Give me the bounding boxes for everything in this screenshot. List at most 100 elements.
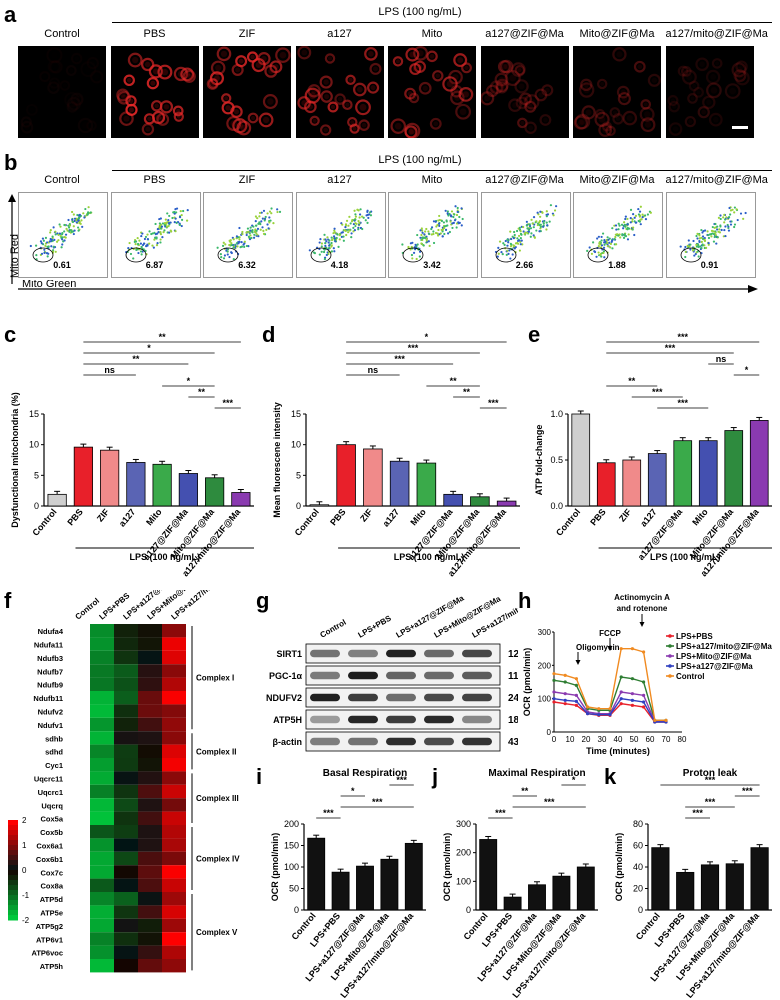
flow-event bbox=[497, 252, 500, 255]
flow-event bbox=[79, 222, 82, 225]
y-axis-label: ATP fold-change bbox=[534, 425, 544, 496]
flow-event bbox=[410, 253, 414, 257]
cell-mark bbox=[275, 47, 291, 63]
complex-label: Complex V bbox=[196, 928, 238, 937]
cell-core bbox=[417, 50, 424, 57]
flow-event bbox=[696, 245, 700, 249]
flow-event bbox=[147, 242, 150, 245]
cell-core bbox=[527, 98, 535, 106]
flow-event bbox=[622, 227, 625, 230]
flow-event bbox=[329, 241, 333, 245]
flow-event bbox=[601, 232, 605, 235]
flow-event bbox=[619, 236, 622, 239]
y-tick-label: 5 bbox=[296, 470, 301, 480]
blot-protein: SIRT1 bbox=[276, 649, 302, 659]
flow-event bbox=[513, 233, 516, 237]
flow-event bbox=[698, 237, 701, 240]
heatmap-cell bbox=[138, 717, 162, 732]
cell-mark bbox=[432, 70, 444, 82]
ocr-point bbox=[563, 702, 567, 706]
y-tick-label: 100 bbox=[284, 862, 299, 872]
heatmap-cell bbox=[66, 650, 90, 665]
flow-event bbox=[46, 241, 49, 244]
ocr-point bbox=[630, 677, 634, 681]
cell-core bbox=[429, 53, 435, 59]
flow-event bbox=[446, 212, 449, 215]
flow-event bbox=[496, 246, 499, 249]
heatmap-cell bbox=[66, 677, 90, 691]
flow-event bbox=[722, 235, 725, 238]
flow-event bbox=[308, 249, 311, 252]
flow-event bbox=[503, 243, 506, 247]
cell-core bbox=[579, 118, 586, 125]
flow-event bbox=[723, 225, 727, 228]
complex-label: Complex II bbox=[196, 747, 236, 756]
sig-label: *** bbox=[742, 786, 753, 796]
flow-event bbox=[126, 247, 129, 250]
flow-event bbox=[545, 210, 548, 213]
heatmap-row-label: Ndufb3 bbox=[37, 654, 63, 663]
cell-mark bbox=[352, 82, 367, 97]
cell-core bbox=[122, 115, 130, 122]
bar bbox=[404, 842, 423, 911]
flow-event bbox=[691, 239, 695, 243]
flow-event bbox=[588, 246, 591, 249]
sig-label: ** bbox=[521, 786, 529, 796]
legend-swatch bbox=[8, 890, 18, 896]
flow-event bbox=[340, 223, 343, 226]
blot-size: 120 kDa bbox=[508, 649, 518, 660]
flow-plot bbox=[388, 192, 478, 278]
flow-gate-value: 6.87 bbox=[145, 260, 164, 270]
cell-mark bbox=[115, 88, 129, 102]
panel-letter-k: k bbox=[604, 764, 617, 789]
flow-event bbox=[240, 241, 243, 244]
cell-mark bbox=[605, 125, 616, 137]
flow-event bbox=[649, 211, 652, 214]
heatmap-cell bbox=[162, 798, 186, 812]
heatmap-cell bbox=[114, 624, 138, 638]
flow-event bbox=[609, 246, 612, 249]
flow-event bbox=[173, 208, 177, 211]
cell-mark bbox=[705, 82, 722, 99]
blot-band bbox=[386, 671, 416, 680]
cell-core bbox=[683, 69, 688, 74]
panel-letter-j: j bbox=[432, 764, 439, 789]
flow-event bbox=[356, 228, 359, 231]
heatmap-cell bbox=[138, 691, 162, 705]
cell-core bbox=[483, 95, 490, 102]
flow-event bbox=[443, 232, 446, 236]
heatmap-cell bbox=[162, 771, 186, 785]
flow-event bbox=[600, 239, 603, 242]
gate bbox=[587, 247, 609, 263]
complex-label: Complex III bbox=[196, 794, 239, 803]
bar bbox=[152, 463, 172, 507]
cell-mark bbox=[258, 112, 274, 128]
cell-mark bbox=[692, 86, 704, 98]
flow-event bbox=[253, 233, 256, 236]
heatmap-cell bbox=[66, 731, 90, 745]
ocr-point bbox=[552, 672, 556, 676]
heatmap-cell bbox=[138, 865, 162, 879]
heatmap-cell bbox=[138, 811, 162, 825]
cell-mark bbox=[143, 113, 155, 125]
flow-event bbox=[733, 206, 736, 209]
lps-bracket-a bbox=[112, 22, 772, 23]
flow-event bbox=[532, 216, 535, 219]
flow-event bbox=[272, 222, 275, 225]
flow-event bbox=[713, 235, 716, 239]
cell-mark bbox=[363, 47, 378, 61]
ocr-point bbox=[608, 707, 612, 711]
flow-event bbox=[252, 236, 256, 239]
cell-core bbox=[583, 82, 589, 88]
flow-event bbox=[531, 222, 534, 225]
flow-event bbox=[144, 235, 147, 239]
flow-event bbox=[600, 235, 603, 239]
flow-event bbox=[134, 242, 137, 246]
heatmap-cell bbox=[114, 744, 138, 758]
bar bbox=[576, 866, 595, 911]
legend-marker bbox=[668, 654, 672, 658]
flow-event bbox=[534, 220, 537, 223]
chart-basal-respiration: Basal Respiration 0 50 100 150 200 OCR (pmol/m… bbox=[270, 768, 426, 998]
sig-label: *** bbox=[222, 398, 233, 408]
